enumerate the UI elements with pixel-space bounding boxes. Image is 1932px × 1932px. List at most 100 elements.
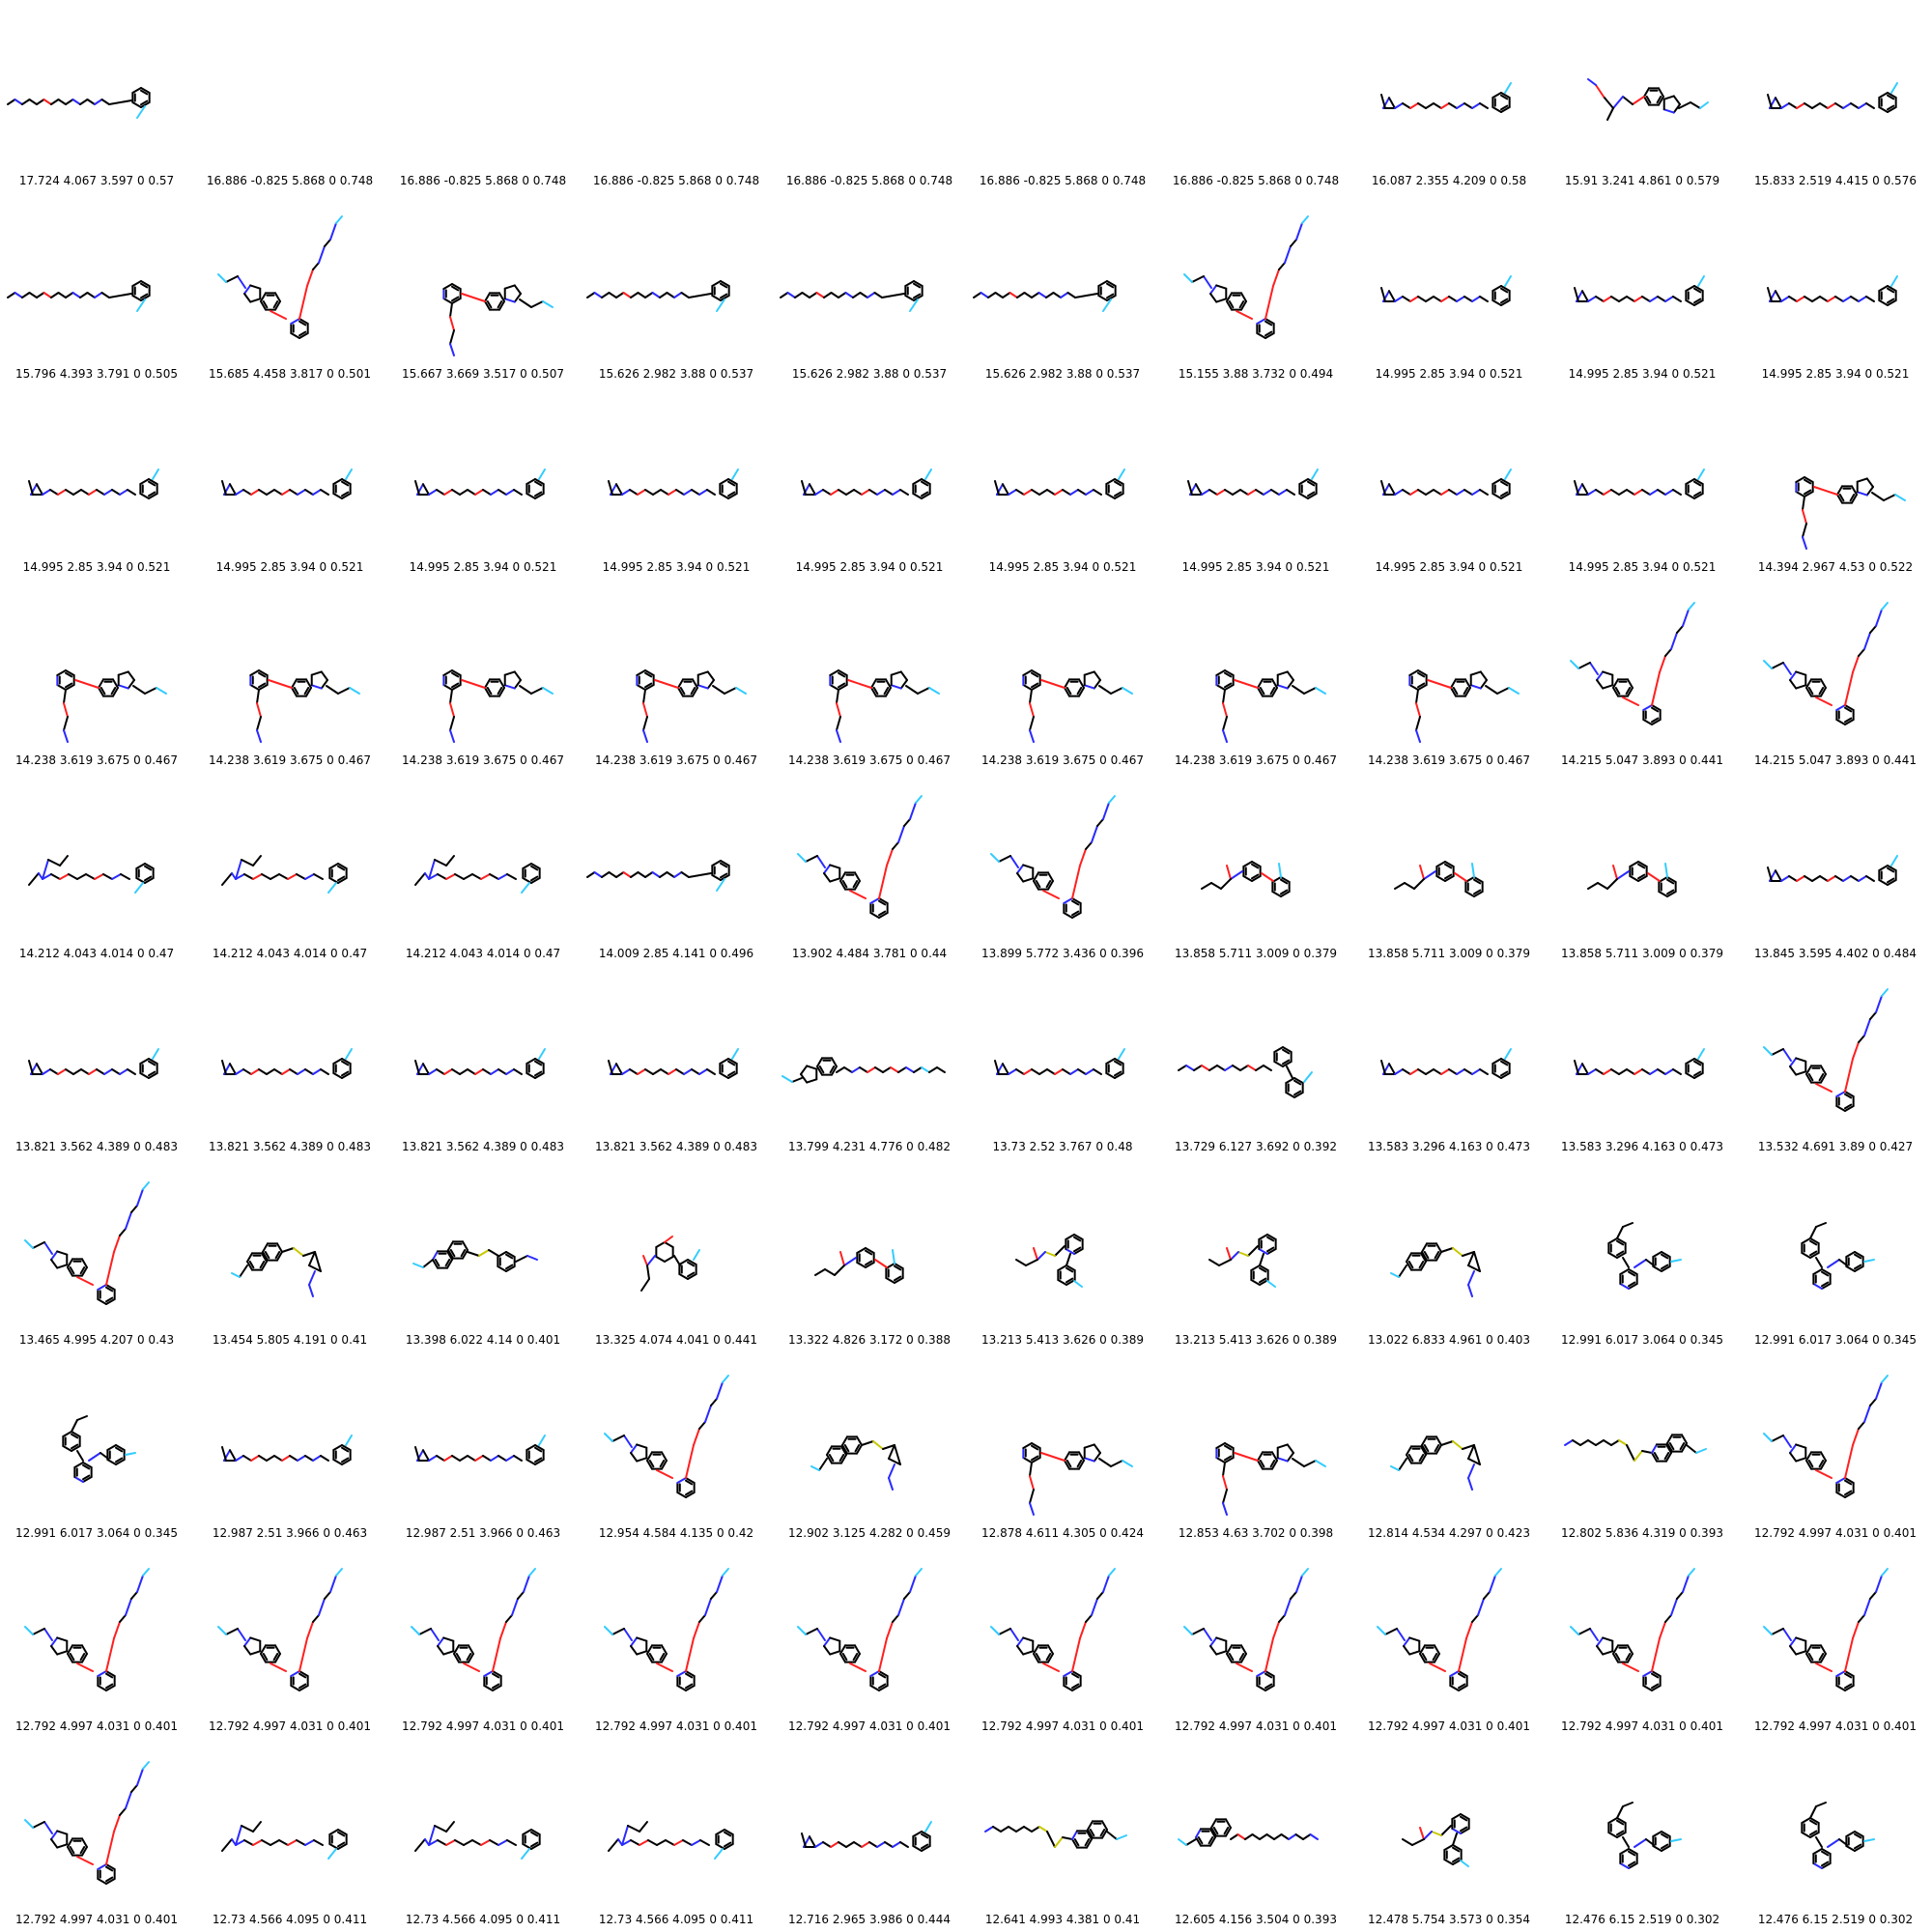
bond-line [1292,1458,1305,1467]
bond-line [1844,1093,1853,1099]
molecule-cell: 14.238 3.619 3.675 0 0.467 [193,580,386,773]
molecule-structure [1763,602,1889,725]
bond-line [1464,678,1471,689]
bond-line [845,1841,855,1848]
bond-line [1661,1843,1669,1850]
bond-line [1191,275,1205,283]
bond-line [1045,292,1055,298]
molecule-structure [1015,1234,1084,1288]
bond-line [1276,1443,1289,1449]
bond-line [711,860,722,867]
molecule-structure [221,855,348,894]
bond-line [1641,296,1651,302]
bond-line [1460,1828,1470,1834]
bond-line [449,329,455,345]
bond-line [1492,106,1502,113]
bond-line [1403,1636,1411,1647]
bond-line [1444,863,1453,869]
bond-line [1209,284,1218,295]
bond-line [664,1236,673,1243]
bond-line [451,682,460,689]
bond-line [1288,1833,1297,1840]
bond-line [1433,489,1442,496]
bond-line [666,292,675,298]
bond-line [822,489,832,496]
bond-line [604,1433,613,1442]
bond-line [1504,82,1512,94]
bond-line [542,300,554,308]
bond-line [1009,855,1019,868]
bond-line [839,880,846,891]
bond-line [724,1843,734,1850]
cell-caption: 16.886 -0.825 5.868 0 0.748 [399,174,567,187]
bond-line [451,1068,461,1075]
bond-line [1666,1434,1673,1444]
bond-line [43,292,52,298]
bond-line [1688,602,1695,611]
bond-line [1216,489,1226,496]
bond-line [1616,1239,1625,1246]
bond-line [67,1644,73,1655]
bond-line [1820,1065,1827,1075]
cell-caption: 14.238 3.619 3.675 0 0.467 [402,753,564,767]
bond-line [841,1444,848,1455]
bond-line [698,489,708,496]
cell-caption: 12.716 2.965 3.986 0 0.444 [788,1913,951,1926]
bond-line [1225,1818,1232,1829]
bond-line [830,489,839,496]
bond-line [273,1455,283,1462]
bond-line [262,1242,269,1253]
bond-line [1065,687,1072,696]
bond-line [1212,1827,1219,1835]
bond-line [308,1270,316,1286]
bond-line [1697,1048,1705,1060]
bond-line [716,1381,724,1400]
cell-caption: 13.799 4.231 4.776 0 0.482 [788,1140,951,1153]
bond-line [1078,687,1085,697]
bond-line [1869,625,1877,634]
molecule-cell: 13.858 5.711 3.009 0 0.379 [1546,773,1739,966]
bond-line [273,489,283,496]
bond-line [1682,1575,1690,1593]
bond-line [706,670,715,681]
bond-line [711,874,722,881]
bond-line [281,1068,291,1075]
bond-line [1037,292,1047,298]
bond-line [839,1653,846,1663]
bond-line [1209,1636,1218,1647]
bond-line [1105,1058,1116,1065]
bond-line [1022,669,1033,676]
cell-caption: 13.213 5.413 3.626 0 0.389 [981,1333,1144,1347]
bond-line [1071,1637,1081,1672]
bond-line [838,669,848,676]
bond-line [829,1650,841,1656]
bond-line [1581,1063,1589,1075]
bond-line [636,684,646,691]
bond-line [882,1444,895,1450]
bond-line [298,318,309,325]
bond-line [1224,684,1235,691]
bond-line [1197,1836,1204,1845]
bond-line [1114,1058,1124,1065]
bond-line [1661,1264,1669,1270]
bond-line [644,684,655,691]
bond-line [320,1068,329,1075]
bond-line [1404,882,1415,890]
bond-line [1844,706,1853,713]
bond-line [120,873,130,880]
bond-line [47,859,61,867]
molecule-cell: 12.73 4.566 4.095 0 0.411 [193,1739,386,1932]
cell-caption: 12.987 2.51 3.966 0 0.463 [405,1526,561,1540]
bond-line [1460,1815,1468,1822]
bond-line [135,863,146,869]
bond-line [1500,1070,1509,1077]
bond-line [1596,670,1605,681]
bond-line [235,1839,245,1846]
bond-line [806,1065,818,1070]
bond-line [629,1068,639,1075]
bond-line [1023,1068,1033,1075]
bond-line [1595,1439,1605,1446]
bond-line [1071,912,1082,919]
bond-line [1479,670,1488,681]
bond-line [1411,1838,1425,1846]
